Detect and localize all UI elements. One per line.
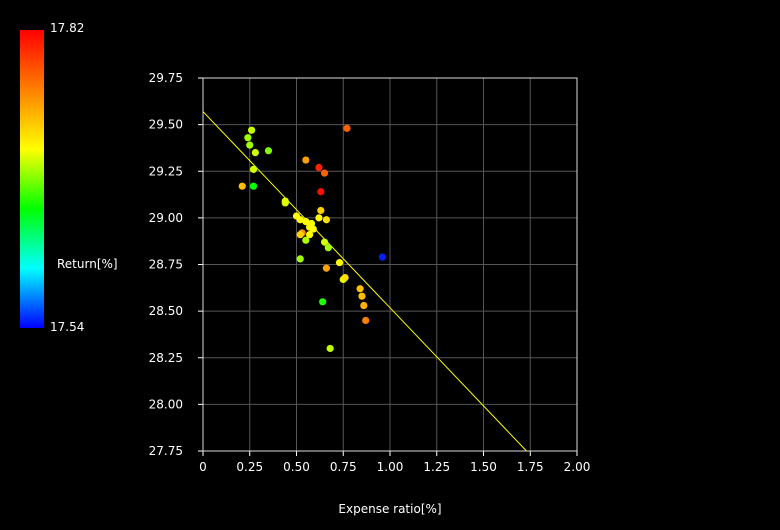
data-point [315,163,323,172]
y-tick-label: 29.00 [149,211,183,225]
data-point [238,182,246,190]
x-tick-label: 0.50 [283,460,310,474]
data-point [326,344,334,353]
data-point [302,156,310,164]
data-point [296,231,304,239]
x-tick-label: 1.75 [517,460,544,474]
y-tick-label: 28.75 [149,258,183,272]
data-point [244,134,252,142]
y-tick-label: 28.50 [149,304,183,318]
x-axis-label: Expense ratio[%] [338,502,441,516]
data-point [296,216,304,224]
data-point [251,149,259,157]
y-tick-label: 28.00 [149,397,183,411]
y-tick-label: 29.25 [149,164,183,178]
data-point [358,292,366,300]
data-point [356,285,364,293]
y-tick-label: 29.75 [149,71,183,85]
colorbar-min-label: 17.54 [50,320,85,334]
data-point [322,264,331,272]
data-point [302,218,310,226]
colorbar-max-label: 17.82 [50,21,85,35]
data-point [320,169,329,177]
data-point [249,165,258,173]
data-point [378,253,387,261]
x-tick-label: 2.00 [564,460,591,474]
data-point [249,182,258,190]
data-point [248,126,256,134]
colorbar-gradient [20,30,44,328]
colorbar-title: Return[%] [57,257,118,271]
data-point [317,188,325,196]
x-tick-label: 1.25 [423,460,450,474]
data-point [302,236,310,244]
data-point [315,214,323,222]
data-point [281,199,289,207]
trend-line [202,111,527,452]
x-tick-label: 1.50 [470,460,497,474]
x-tick-label: 0 [199,460,207,474]
data-point [360,301,368,310]
data-point [324,244,332,252]
y-tick-label: 27.75 [149,444,183,458]
y-tick-label: 29.50 [149,118,183,132]
x-tick-label: 0.75 [330,460,357,474]
data-point [264,147,273,155]
y-tick-label: 28.25 [149,351,183,365]
data-point [322,216,331,224]
x-tick-label: 0.25 [236,460,263,474]
data-point [319,298,327,306]
data-point [309,225,317,233]
data-point [320,238,329,246]
data-point [305,231,314,239]
data-point [341,273,349,282]
data-point [343,124,351,132]
data-point [317,206,325,215]
plot-frame [202,77,578,452]
data-point [296,255,304,263]
data-point [246,141,254,149]
data-point [335,259,344,267]
x-tick-label: 1.00 [377,460,404,474]
data-point [362,316,370,325]
